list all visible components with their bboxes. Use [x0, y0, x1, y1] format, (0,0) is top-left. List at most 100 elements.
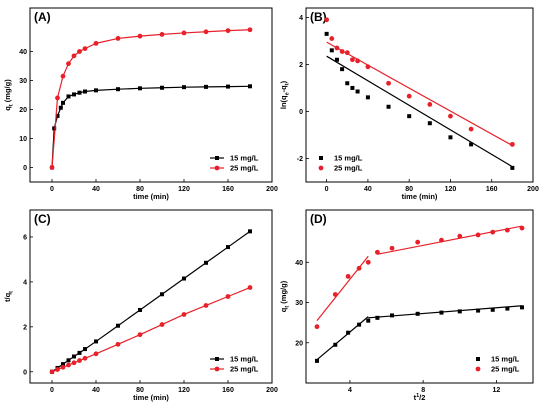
data-point: [247, 285, 253, 290]
legend-label: 15 mg/L: [334, 154, 363, 163]
data-point: [314, 324, 320, 330]
legend-marker: [215, 156, 219, 160]
plot-frame: [29, 209, 273, 384]
series-1: [324, 31, 515, 170]
data-point: [415, 311, 420, 316]
x-tick-label: 160: [222, 387, 234, 394]
data-point: [389, 245, 395, 251]
x-tick-label: 4: [348, 387, 352, 394]
series-2: [314, 225, 525, 330]
data-point: [71, 53, 77, 59]
legend-item: 15 mg/L: [210, 154, 259, 163]
y-tick-label: 0: [299, 109, 303, 116]
data-point: [427, 102, 433, 107]
data-point: [346, 330, 351, 335]
data-point: [159, 322, 165, 327]
legend: 15 mg/L25 mg/L: [210, 355, 259, 374]
data-point: [324, 17, 330, 23]
data-point: [248, 229, 252, 234]
legend-label: 15 mg/L: [230, 355, 259, 364]
data-point: [439, 237, 444, 243]
data-point: [72, 92, 76, 97]
data-point: [203, 29, 209, 35]
data-point: [93, 351, 99, 357]
legend-label: 25 mg/L: [334, 164, 363, 173]
data-point: [226, 84, 230, 89]
data-point: [203, 303, 209, 308]
data-point: [374, 249, 380, 255]
legend-marker: [476, 357, 480, 361]
y-tick-label: -2: [297, 156, 303, 163]
y-axis-title: qt (mg/g): [3, 79, 15, 111]
data-point: [225, 294, 231, 299]
data-point: [332, 292, 338, 297]
x-axis-title: time (min): [402, 192, 438, 201]
data-point: [94, 88, 98, 93]
y-tick-label: 0: [23, 165, 27, 172]
x-tick-label: 80: [136, 186, 144, 193]
data-point: [350, 85, 355, 90]
data-point: [386, 104, 391, 109]
data-point: [365, 259, 371, 265]
series-2: [49, 285, 253, 375]
legend-marker: [319, 156, 323, 160]
data-point: [334, 57, 339, 62]
legend: 15 mg/L25 mg/L: [475, 355, 520, 374]
data-point: [344, 50, 350, 56]
data-point: [468, 126, 474, 132]
legend-label: 25 mg/L: [230, 365, 259, 374]
data-point: [357, 322, 362, 327]
x-tick-label: 200: [266, 186, 278, 193]
data-point: [60, 73, 66, 79]
legend-item: 25 mg/L: [210, 365, 259, 374]
data-point: [509, 141, 515, 147]
chart-panel-2: 0 40 80 120 160 200 -2 0 2 4 time (min) ln(qe-qt) (B…: [279, 7, 539, 201]
data-point: [137, 332, 143, 338]
data-point: [475, 232, 481, 238]
x-tick-label: 40: [92, 186, 100, 193]
data-point: [60, 364, 66, 370]
series-2: [49, 27, 253, 170]
x-tick-label: 160: [486, 186, 498, 193]
x-axis-title: time (min): [133, 192, 169, 201]
data-point: [314, 358, 319, 363]
data-point: [77, 90, 82, 95]
y-tick-label: 2: [299, 62, 303, 69]
legend-label: 25 mg/L: [491, 365, 520, 374]
x-tick-label: 160: [222, 186, 234, 193]
data-point: [386, 80, 391, 86]
data-point: [355, 58, 360, 64]
data-point: [505, 306, 510, 311]
legend-label: 25 mg/L: [230, 164, 259, 173]
data-point: [340, 67, 345, 72]
data-point: [77, 358, 82, 363]
y-tick-label: 10: [19, 136, 27, 143]
data-point: [329, 36, 335, 41]
x-tick-label: 120: [178, 186, 190, 193]
data-point: [138, 86, 142, 91]
data-point: [469, 142, 474, 147]
data-point: [247, 27, 253, 33]
data-point: [55, 113, 60, 118]
data-point: [339, 49, 345, 54]
legend-item: 25 mg/L: [318, 164, 363, 173]
plot-frame: [305, 7, 534, 183]
y-tick-label: 6: [23, 234, 27, 241]
fit-line: [377, 225, 523, 255]
data-point: [77, 350, 82, 355]
x-tick-label: 0: [325, 186, 329, 193]
x-tick-label: 0: [50, 186, 54, 193]
data-point: [49, 369, 55, 375]
data-point: [115, 36, 121, 41]
data-point: [365, 95, 370, 100]
legend: 15 mg/L25 mg/L: [210, 154, 259, 173]
data-point: [66, 362, 71, 368]
x-tick-label: 120: [445, 186, 457, 193]
data-point: [71, 360, 77, 366]
x-tick-label: 40: [92, 387, 100, 394]
legend: 15 mg/L25 mg/L: [318, 154, 363, 173]
data-point: [345, 81, 350, 86]
data-point: [356, 265, 362, 271]
data-point: [490, 307, 495, 312]
